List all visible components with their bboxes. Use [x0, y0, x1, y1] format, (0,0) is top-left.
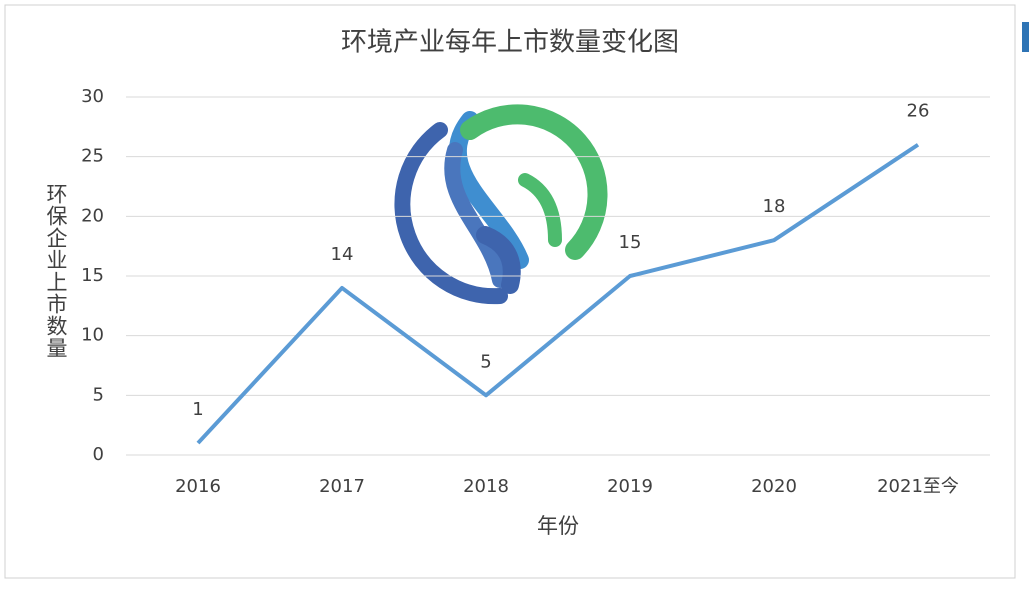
- chart-title: 环境产业每年上市数量变化图: [341, 28, 679, 58]
- y-tick-label: 25: [81, 146, 104, 167]
- data-label: 18: [763, 196, 786, 217]
- y-tick-label: 5: [93, 384, 104, 405]
- data-label: 1: [192, 399, 203, 420]
- logo-arc: [460, 104, 608, 260]
- data-label: 15: [619, 232, 642, 253]
- logo-arc: [444, 142, 508, 288]
- x-tick-label: 2020: [751, 476, 797, 497]
- x-tick-label: 2017: [319, 476, 365, 497]
- x-tick-label: 2016: [175, 476, 221, 497]
- y-tick-label: 10: [81, 325, 104, 346]
- logo-arc: [448, 111, 529, 269]
- logo: [394, 104, 608, 305]
- logo-arc: [394, 122, 508, 305]
- edge-tab: [1022, 22, 1029, 52]
- y-axis-label: 环保企业上市数量: [44, 183, 68, 359]
- y-tick-label: 0: [93, 444, 104, 465]
- x-tick-label: 2018: [463, 476, 509, 497]
- x-tick-label: 2021至今: [877, 476, 959, 497]
- logo-arc: [518, 173, 562, 247]
- y-tick-label: 30: [81, 86, 104, 107]
- y-tick-label: 15: [81, 265, 104, 286]
- data-label: 26: [907, 101, 930, 122]
- line-series: [196, 143, 920, 445]
- data-label: 5: [480, 351, 491, 372]
- data-label: 14: [331, 244, 354, 265]
- logo-arc: [476, 226, 521, 294]
- y-tick-label: 20: [81, 205, 104, 226]
- x-axis-label: 年份: [537, 514, 579, 538]
- x-tick-label: 2019: [607, 476, 653, 497]
